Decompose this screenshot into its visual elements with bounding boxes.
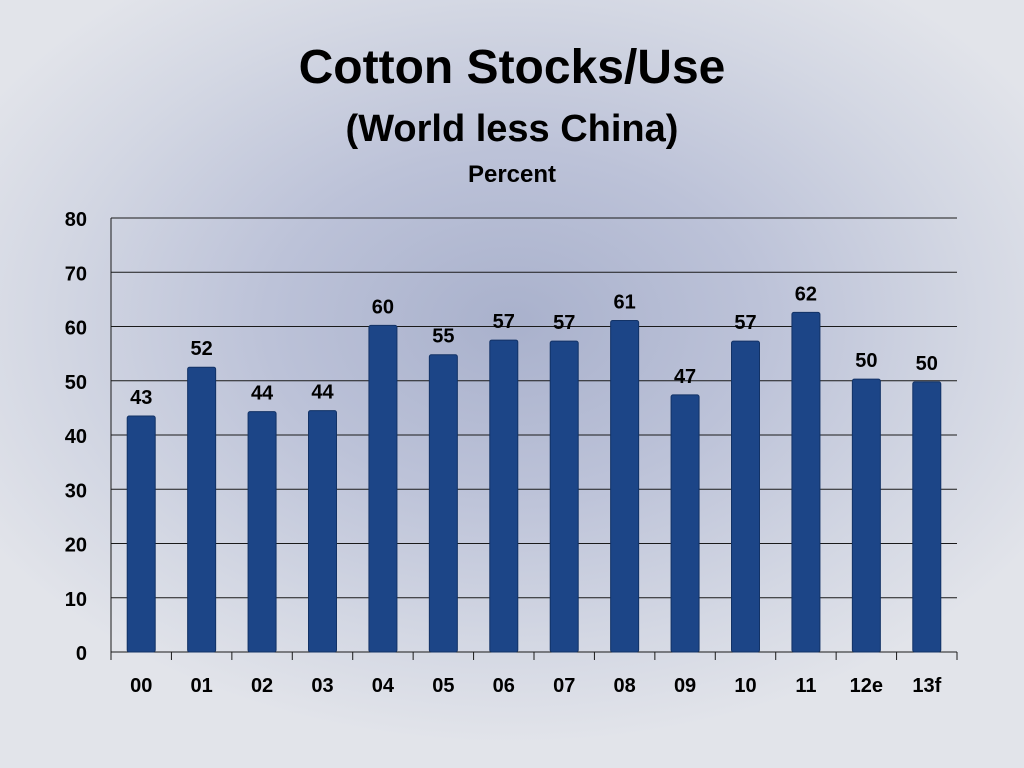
- x-tick-label: 06: [493, 675, 515, 697]
- slide-title: Cotton Stocks/Use: [298, 41, 726, 94]
- bar: [610, 320, 640, 653]
- bar: [187, 366, 217, 653]
- x-tick-label: 10: [734, 675, 756, 697]
- bar: [549, 340, 579, 653]
- bar: [670, 394, 700, 653]
- bar: [912, 381, 942, 653]
- y-tick-label: 70: [65, 263, 87, 285]
- y-tick-label: 0: [76, 643, 87, 665]
- data-label: 44: [311, 382, 334, 404]
- x-tick-label: 09: [674, 675, 696, 697]
- data-label: 47: [674, 366, 696, 388]
- x-tick-label: 08: [614, 675, 636, 697]
- bar: [126, 415, 156, 653]
- bar: [308, 410, 337, 653]
- bar: [247, 411, 277, 653]
- x-tick-label: 05: [432, 675, 454, 697]
- data-label: 52: [191, 338, 213, 360]
- data-label: 57: [734, 312, 756, 334]
- data-label: 43: [130, 387, 152, 409]
- data-label: 57: [493, 311, 515, 333]
- x-tick-label: 11: [795, 675, 816, 697]
- y-tick-label: 80: [65, 209, 87, 231]
- bar: [851, 378, 881, 653]
- x-tick-label: 01: [191, 675, 213, 697]
- x-tick-label: 03: [311, 675, 333, 697]
- x-tick-label: 02: [251, 675, 273, 697]
- slide-subtitle: (World less China): [345, 108, 679, 150]
- data-label: 60: [372, 296, 394, 318]
- bar: [731, 340, 760, 653]
- bar: [489, 339, 519, 653]
- data-label: 62: [795, 283, 817, 305]
- x-tick-label: 12e: [850, 675, 883, 697]
- y-axis-unit-label: Percent: [467, 161, 557, 188]
- x-tick-label: 04: [372, 675, 395, 697]
- y-tick-label: 10: [65, 589, 87, 611]
- y-tick-label: 20: [65, 535, 87, 557]
- bar: [428, 354, 458, 653]
- x-tick-label: 00: [130, 675, 152, 697]
- data-label: 55: [432, 326, 454, 348]
- y-tick-label: 30: [65, 480, 87, 502]
- data-label: 61: [614, 292, 636, 314]
- bar: [791, 311, 821, 653]
- x-tick-label: 07: [553, 675, 575, 697]
- y-tick-label: 50: [65, 372, 87, 394]
- y-tick-label: 60: [65, 318, 87, 340]
- data-label: 50: [855, 350, 877, 372]
- x-tick-label: 13f: [912, 675, 941, 697]
- data-label: 50: [916, 353, 938, 375]
- data-label: 44: [251, 383, 274, 405]
- y-tick-label: 40: [65, 426, 87, 448]
- bar: [368, 324, 398, 653]
- data-label: 57: [553, 312, 575, 334]
